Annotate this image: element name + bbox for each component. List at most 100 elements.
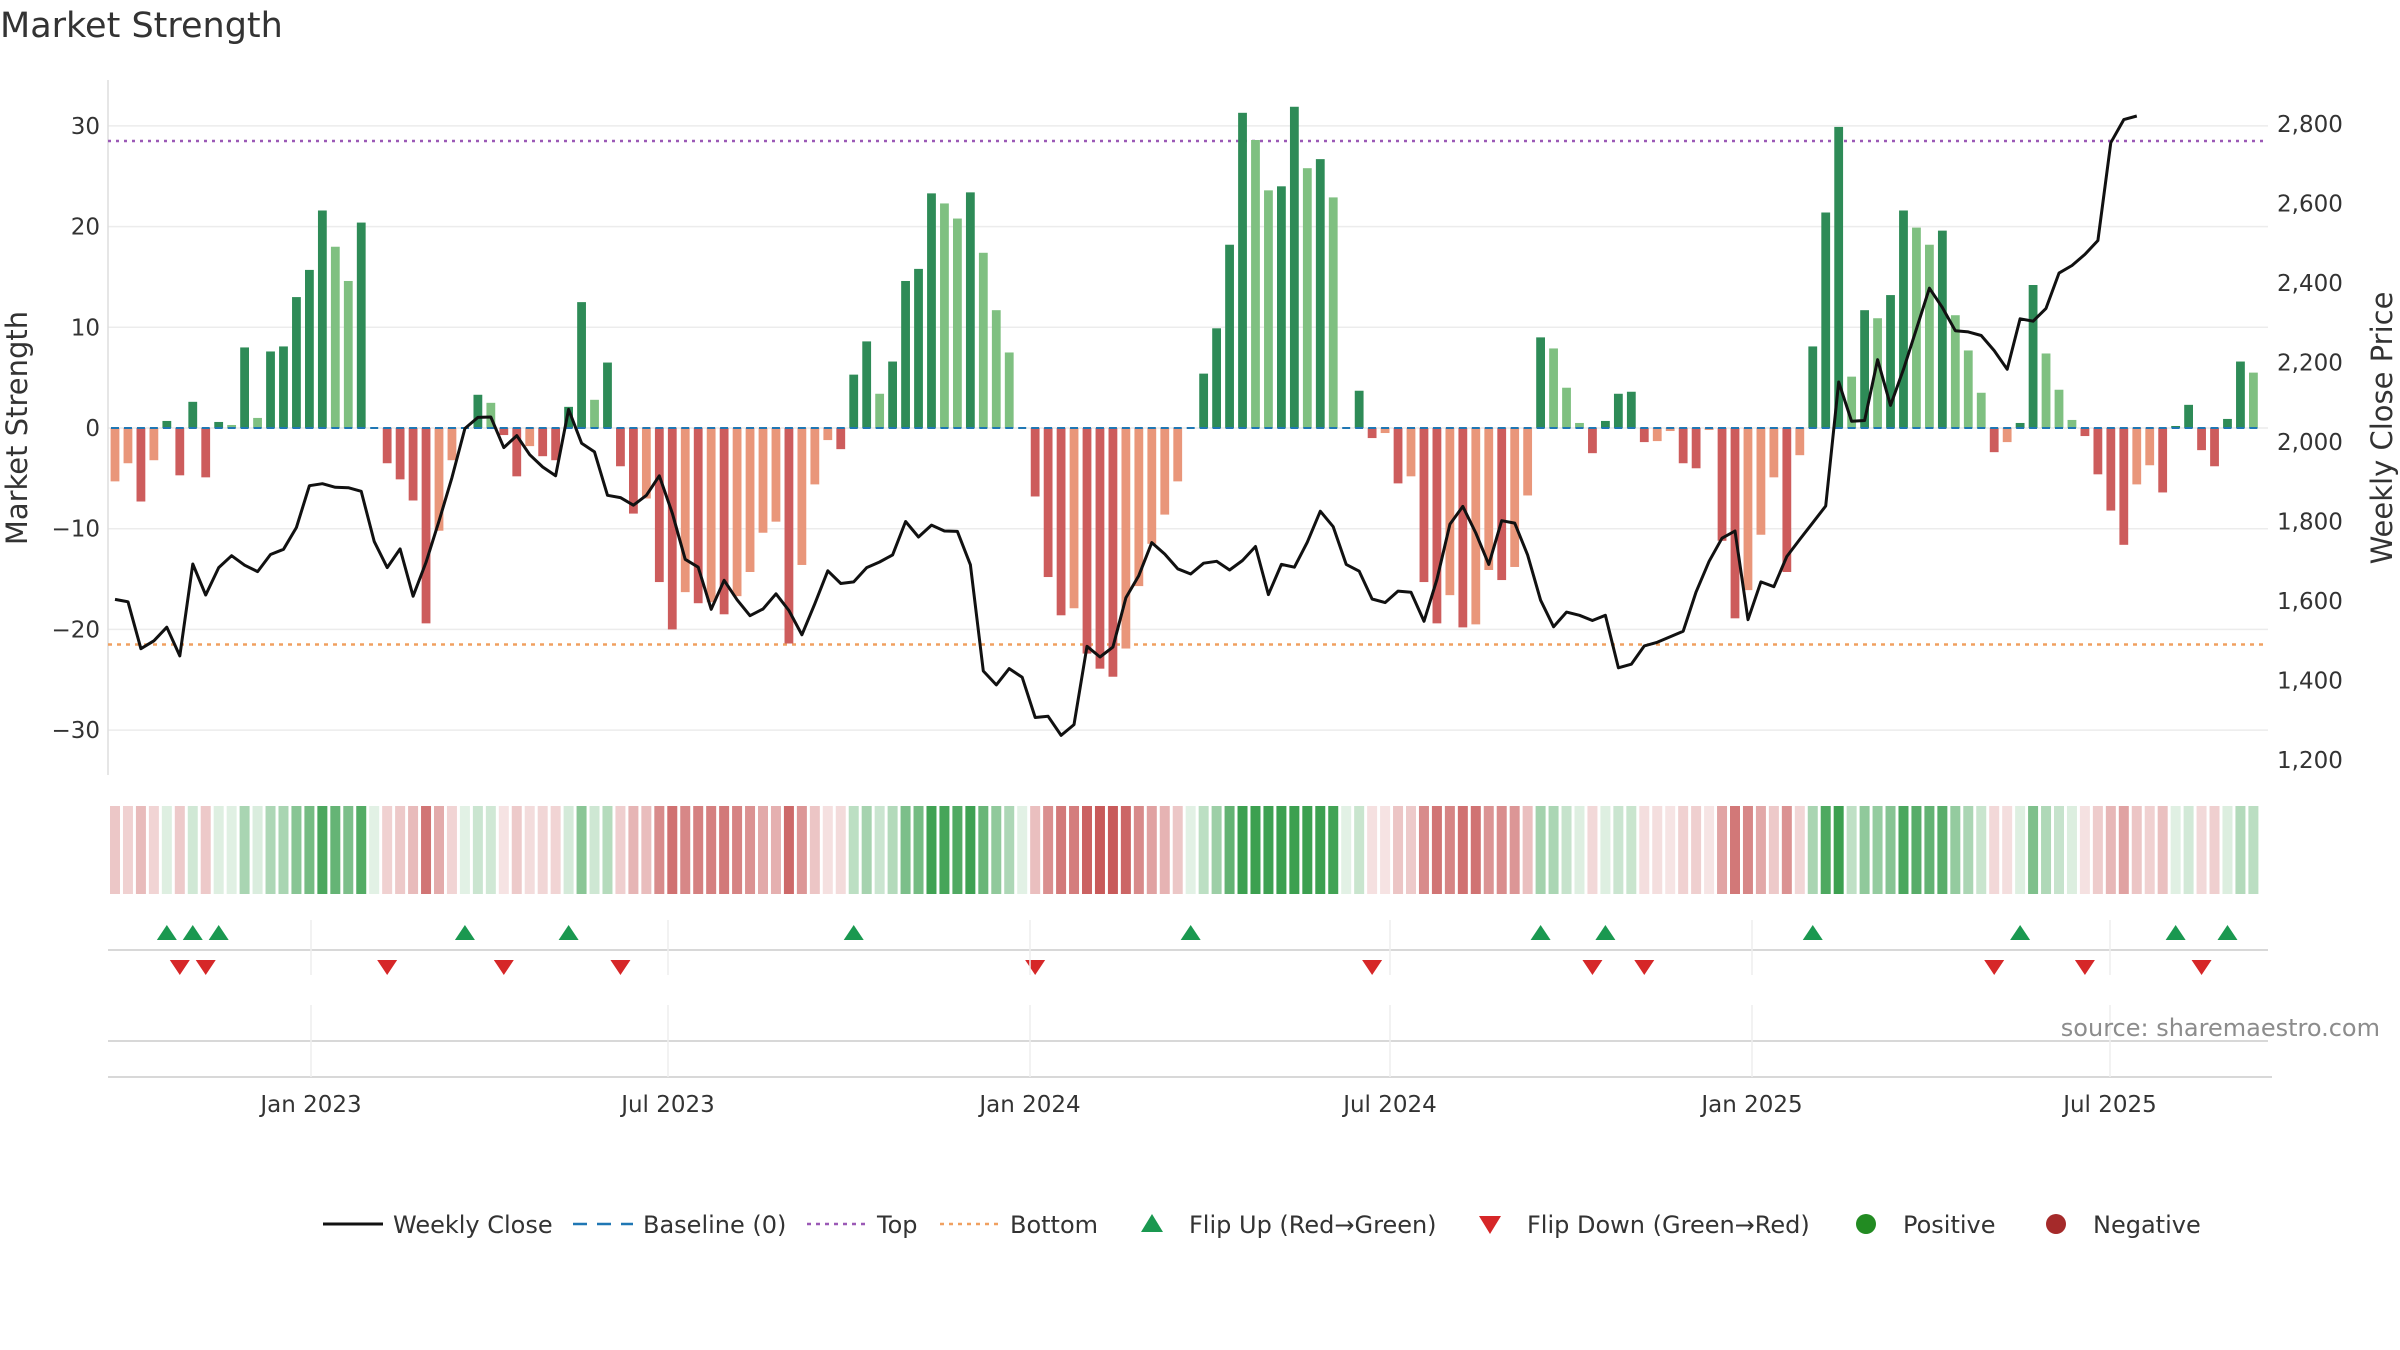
heat-cell	[369, 806, 380, 894]
heat-cell	[1315, 806, 1326, 894]
flip-up-marker	[156, 925, 177, 940]
strength-bar	[1821, 212, 1831, 428]
left-axis: 30 20 10 0 −10 −20 −30	[51, 114, 100, 744]
heat-cell	[511, 806, 522, 894]
strength-bar	[2054, 389, 2064, 428]
strength-bar	[2158, 428, 2168, 493]
heat-cell	[1704, 806, 1715, 894]
strength-bar	[693, 428, 703, 604]
strength-bar	[1134, 428, 1144, 587]
heat-cell	[822, 806, 833, 894]
strength-bar	[1406, 428, 1416, 477]
strength-bar	[1108, 428, 1118, 677]
strength-bar	[1471, 428, 1481, 625]
heat-cell	[1224, 806, 1235, 894]
strength-bar	[654, 428, 664, 583]
heat-cell	[835, 806, 846, 894]
x-tick-label: Jan 2024	[977, 1092, 1080, 1118]
flip-down-marker	[1582, 960, 1603, 975]
strength-bar	[719, 428, 729, 615]
strength-bar	[1199, 373, 1209, 428]
strength-bar	[1445, 428, 1455, 596]
source-credit: source: sharemaestro.com	[2060, 1014, 2380, 1042]
legend-dot-icon	[2046, 1214, 2066, 1234]
strength-bar	[823, 428, 833, 441]
flip-up-marker	[1180, 925, 1201, 940]
strength-bar	[1523, 428, 1533, 496]
heat-cell	[1807, 806, 1818, 894]
strength-bar	[421, 428, 431, 624]
strength-bar	[227, 424, 237, 428]
heat-cell	[1483, 806, 1494, 894]
heat-cell	[485, 806, 496, 894]
heat-cell	[1328, 806, 1339, 894]
strength-bar	[2171, 425, 2181, 428]
strength-bar	[2249, 372, 2258, 428]
heat-cell	[693, 806, 704, 894]
heat-cell	[1820, 806, 1831, 894]
right-tick-label: 1,600	[2277, 589, 2343, 615]
heat-cell	[239, 806, 250, 894]
heat-cell	[1600, 806, 1611, 894]
heat-cell	[796, 806, 807, 894]
strength-bar	[836, 428, 846, 450]
heat-cell	[174, 806, 185, 894]
heat-cell	[1406, 806, 1416, 894]
heat-cell	[939, 806, 950, 894]
weekly-close-line	[114, 114, 2138, 737]
heat-cell	[706, 806, 717, 894]
heat-cell	[2054, 806, 2064, 894]
strength-bar	[1432, 428, 1442, 624]
heat-cell	[965, 806, 976, 894]
legend-dot-icon	[1856, 1214, 1876, 1234]
strength-bar	[2080, 428, 2090, 437]
right-tick-label: 2,400	[2277, 271, 2343, 297]
heat-cell	[122, 806, 133, 894]
heat-cell	[628, 806, 639, 894]
strength-heat-strip	[110, 806, 2259, 894]
strength-bar	[641, 428, 651, 499]
heat-cell	[265, 806, 276, 894]
heat-cell	[200, 806, 211, 894]
strength-bar	[434, 428, 444, 531]
heat-cell	[1094, 806, 1105, 894]
heat-cell	[1717, 806, 1728, 894]
heat-cell	[809, 806, 820, 894]
heat-cell	[2209, 806, 2220, 894]
heat-cell	[2144, 806, 2155, 894]
left-tick-label: 10	[71, 315, 100, 341]
strength-bar	[2015, 422, 2025, 428]
strength-bar	[1419, 428, 1429, 583]
flip-down-marker	[195, 960, 216, 975]
strength-bar	[745, 428, 755, 573]
right-tick-label: 1,200	[2277, 748, 2343, 774]
heat-cell	[991, 806, 1002, 894]
flip-down-marker	[1634, 960, 1655, 975]
heat-cell	[719, 806, 730, 894]
heat-cell	[2066, 806, 2077, 894]
heat-cell	[1989, 806, 2000, 894]
strength-bar	[1289, 106, 1299, 428]
strength-bar	[551, 428, 561, 461]
legend-label: Weekly Close	[393, 1211, 553, 1239]
heat-cell	[1030, 806, 1041, 894]
strength-bar	[1264, 190, 1273, 428]
heat-cell	[472, 806, 483, 894]
strength-bar	[564, 406, 573, 428]
strength-bar	[849, 374, 859, 428]
heat-cell	[135, 806, 146, 894]
heat-cell	[783, 806, 794, 894]
flip-down-marker	[1984, 960, 2005, 975]
strength-bar	[2223, 418, 2232, 428]
heat-cell	[2222, 806, 2233, 894]
heat-cell	[745, 806, 756, 894]
heat-cell	[1613, 806, 1624, 894]
flip-up-marker	[843, 925, 864, 940]
strength-bar	[408, 428, 418, 501]
strength-bar	[810, 428, 820, 485]
heat-cell	[2015, 806, 2026, 894]
legend: Weekly Close Baseline (0) Top Bottom Flip Up…	[323, 1211, 2201, 1239]
heat-cell	[978, 806, 989, 894]
heat-cell	[1120, 806, 1131, 894]
heat-cell	[1185, 806, 1196, 894]
